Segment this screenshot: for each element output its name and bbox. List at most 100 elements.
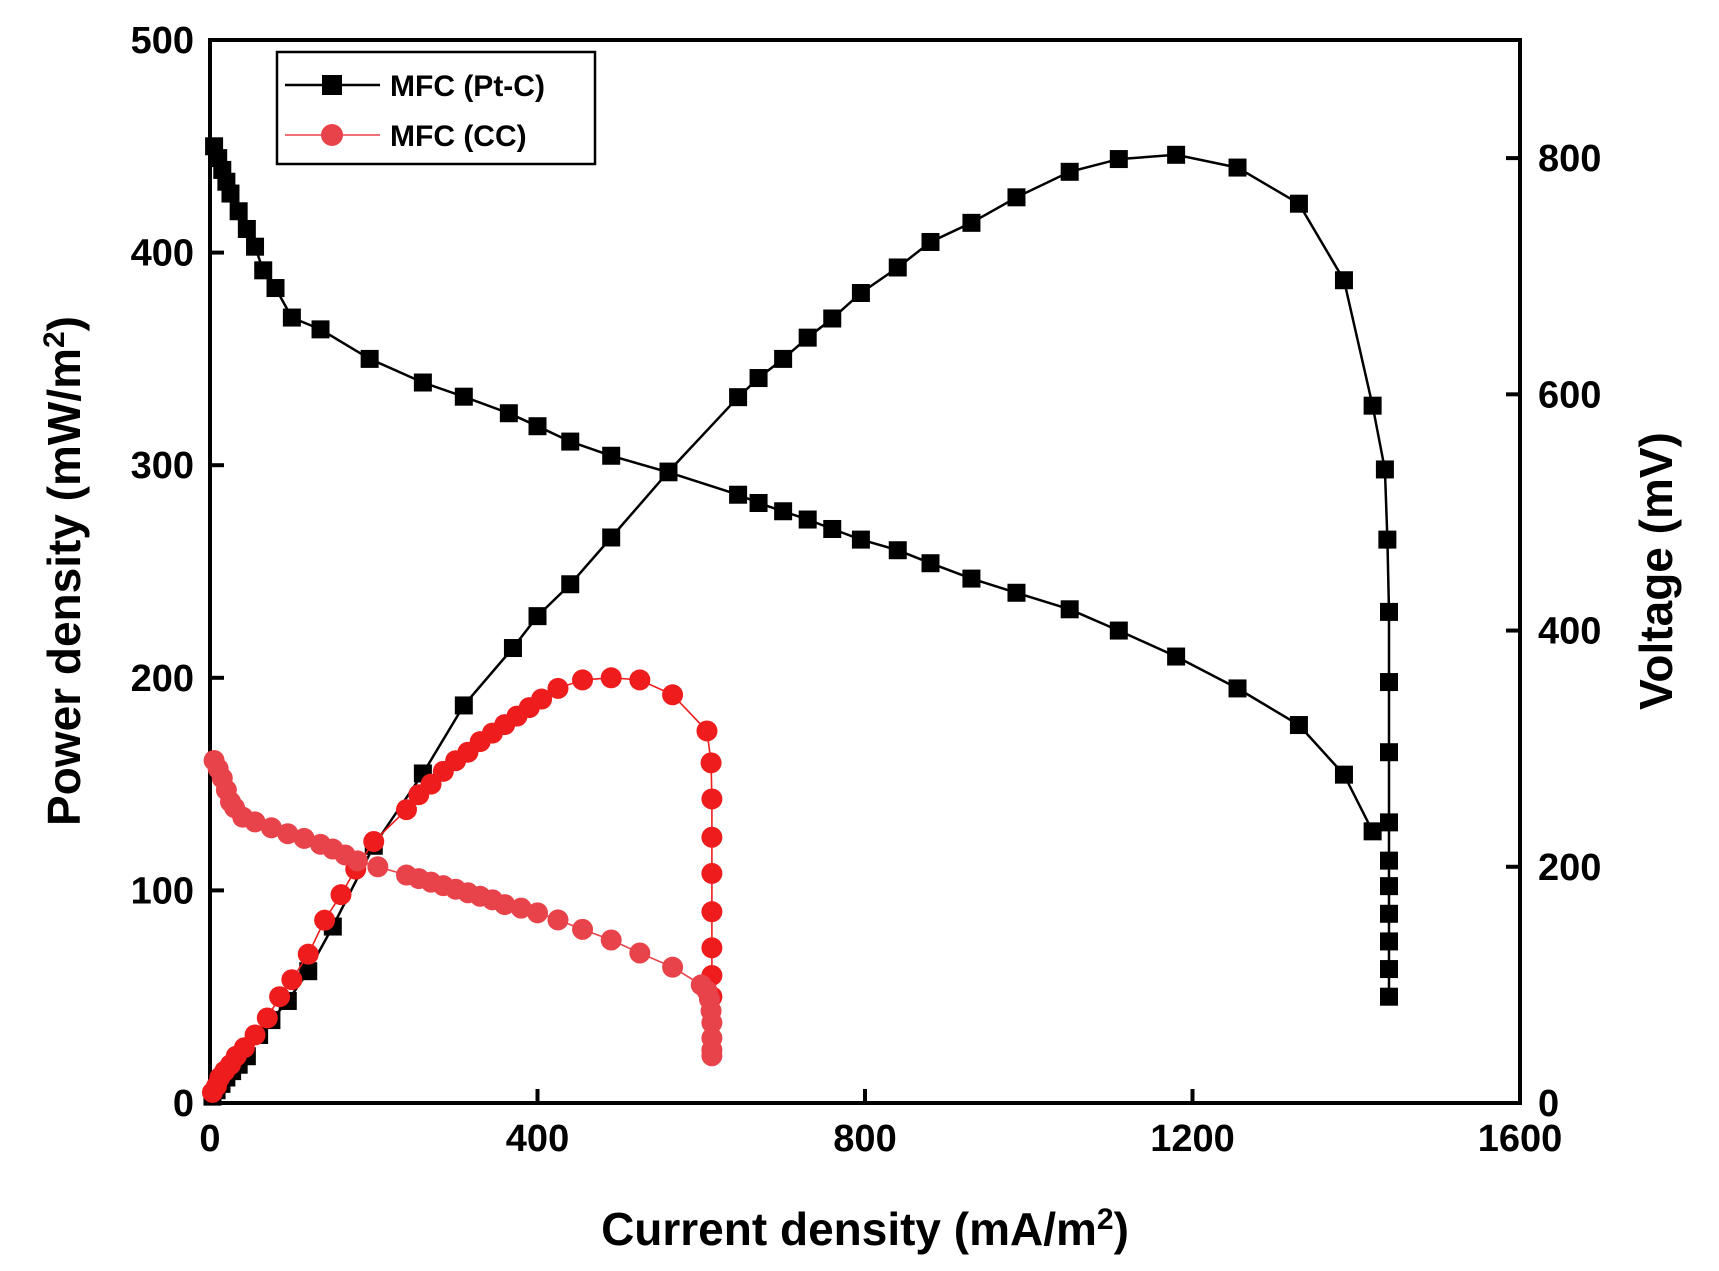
data-point: [1334, 271, 1353, 290]
series-line: [211, 153, 1391, 1098]
x-tick-label: 0: [199, 1118, 220, 1160]
data-point: [662, 956, 684, 978]
data-point: [962, 213, 981, 232]
data-point: [346, 850, 368, 872]
data-point: [281, 969, 303, 991]
y-left-tick-label: 200: [131, 658, 194, 700]
data-point: [729, 485, 748, 504]
plot-frame: [208, 38, 1522, 1105]
data-point: [962, 569, 981, 588]
tick-labels: 0 400 800 1200 16000100200300400500020040060…: [131, 20, 1602, 1160]
data-point: [314, 909, 336, 931]
data-point: [244, 811, 266, 833]
data-point: [266, 279, 285, 298]
data-point: [888, 258, 907, 277]
data-point: [701, 862, 723, 884]
data-point: [701, 788, 723, 810]
data-point: [921, 232, 940, 251]
data-point: [510, 897, 532, 919]
data-point: [629, 669, 651, 691]
series-2: [201, 667, 723, 1103]
data-point: [888, 541, 907, 560]
x-axis-title-sup: 2: [1097, 1203, 1114, 1236]
data-point: [729, 388, 748, 407]
data-point: [602, 528, 621, 547]
data-point: [297, 943, 319, 965]
data-point: [629, 942, 651, 964]
data-point: [1380, 602, 1398, 621]
data-point: [254, 261, 273, 280]
data-point: [229, 202, 248, 221]
data-point: [696, 720, 718, 742]
y-left-tick-label: 100: [131, 870, 194, 912]
data-point: [299, 962, 318, 981]
data-point: [454, 387, 473, 406]
data-point: [367, 856, 389, 878]
y-left-tick-label: 300: [131, 445, 194, 487]
data-point: [269, 986, 291, 1008]
data-point: [561, 432, 580, 451]
y-axis-left-title-sup: 2: [38, 331, 71, 348]
data-point: [499, 404, 518, 423]
data-point: [851, 283, 870, 302]
series-1: [205, 137, 1382, 841]
data-point: [330, 884, 352, 906]
data-point: [246, 237, 265, 256]
data-point: [293, 827, 315, 849]
legend-marker-cc: [321, 124, 343, 146]
legend-label-cc: MFC (CC): [390, 120, 527, 153]
data-point: [528, 417, 547, 436]
data-point: [1167, 647, 1186, 666]
data-point: [1380, 743, 1398, 762]
data-point: [921, 554, 940, 573]
x-axis-title: Current density (mA/m2): [601, 1203, 1129, 1255]
x-axis-title-end: ): [1114, 1203, 1129, 1255]
data-point: [1228, 158, 1247, 177]
data-point: [282, 308, 301, 327]
x-tick-label: 1600: [1478, 1118, 1563, 1160]
data-point: [600, 667, 622, 689]
series-line: [213, 760, 713, 1056]
data-point: [363, 831, 385, 853]
data-point: [277, 823, 299, 845]
data-point: [503, 639, 522, 658]
tick-marks: [208, 38, 1522, 1105]
y-axis-left-title: Power density (mW/m2): [38, 316, 90, 826]
data-point: [221, 184, 240, 203]
data-point: [360, 349, 379, 368]
series-line: [212, 145, 1374, 832]
data-point: [1289, 716, 1308, 735]
data-point: [396, 799, 417, 821]
x-tick-label: 800: [833, 1118, 896, 1160]
y-left-tick-label: 500: [131, 20, 194, 62]
data-point: [1363, 822, 1382, 841]
data-point: [600, 929, 622, 951]
data-point: [1109, 621, 1128, 640]
data-point: [701, 826, 723, 848]
series-0: [203, 145, 1398, 1106]
data-point: [701, 1012, 723, 1034]
data-point: [547, 677, 569, 699]
y-right-tick-label: 400: [1538, 611, 1601, 653]
data-point: [494, 894, 516, 916]
data-point: [260, 817, 282, 839]
y-left-tick-label: 0: [173, 1083, 194, 1125]
data-point: [1109, 150, 1128, 169]
data-point: [1060, 600, 1079, 619]
data-point: [1380, 932, 1398, 951]
data-point: [1380, 960, 1398, 979]
legend-label-pt-c: MFC (Pt-C): [390, 70, 545, 103]
data-point: [701, 1045, 723, 1067]
legend: MFC (Pt-C) MFC (CC): [275, 50, 597, 166]
data-point: [311, 320, 330, 339]
data-point: [749, 369, 768, 388]
data-point: [528, 607, 547, 626]
series-layer: [201, 137, 1398, 1106]
x-tick-label: 1200: [1150, 1118, 1235, 1160]
data-point: [701, 901, 723, 923]
data-point: [1380, 904, 1398, 923]
data-point: [823, 309, 842, 328]
y-right-tick-label: 200: [1538, 847, 1601, 889]
data-point: [774, 349, 793, 368]
